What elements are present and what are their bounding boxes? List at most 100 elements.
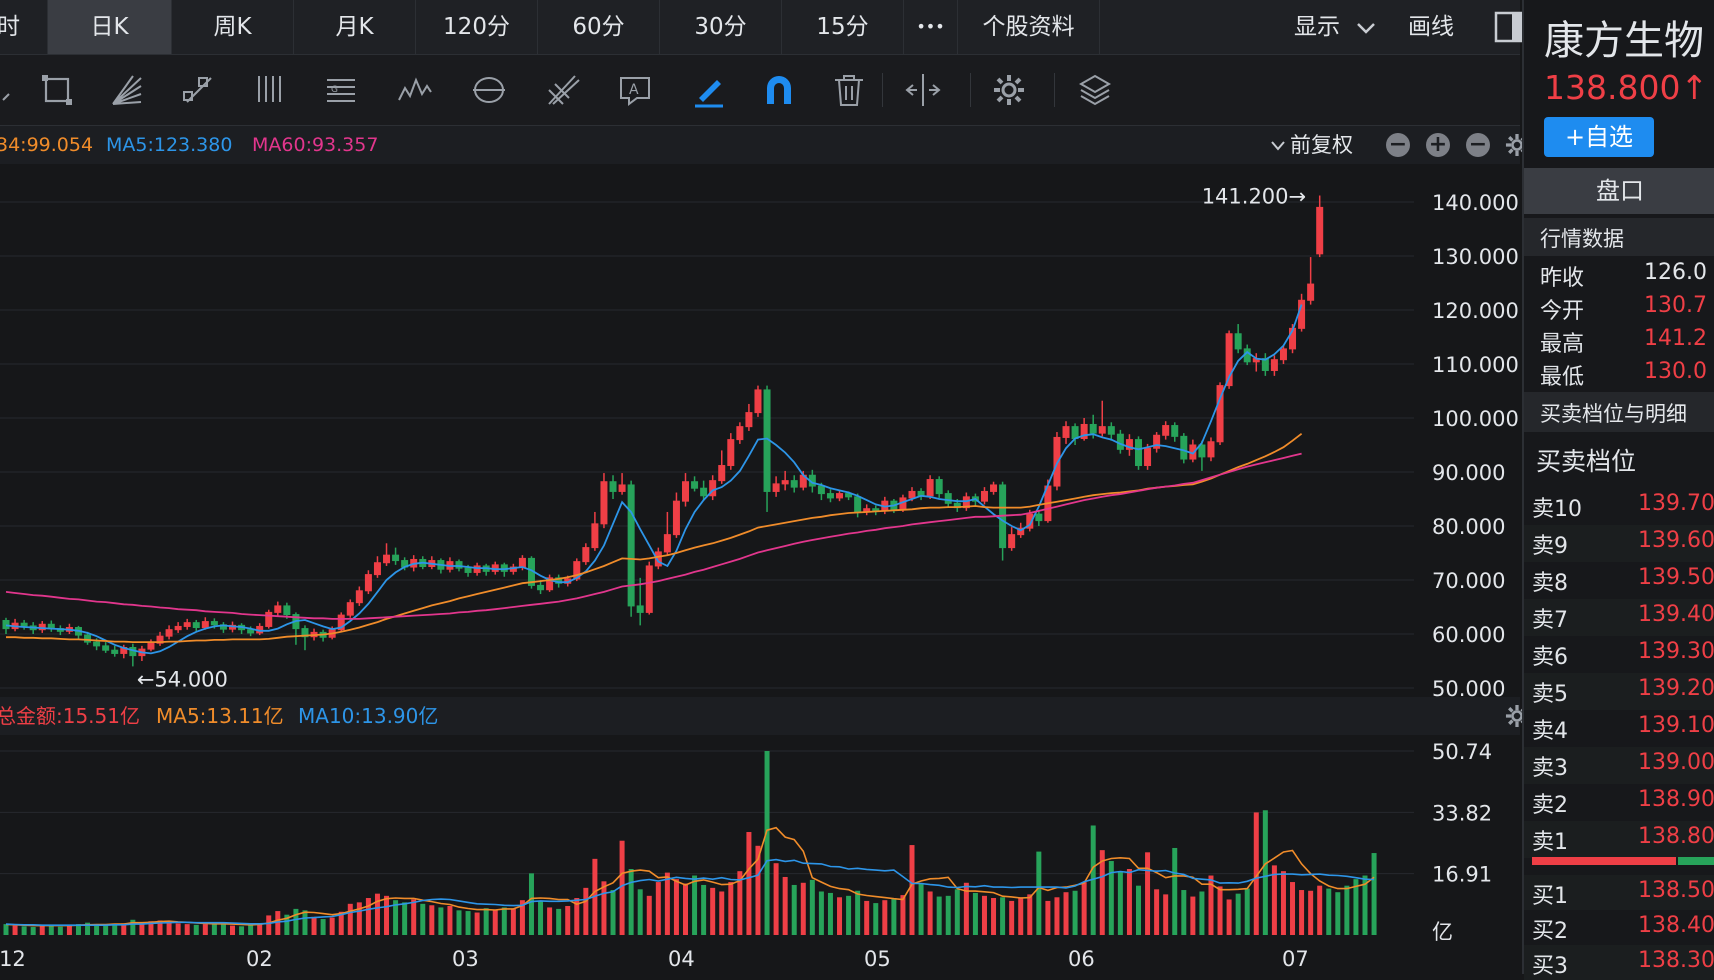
volume-bar (175, 923, 181, 935)
volume-bar (1308, 890, 1314, 935)
date-axis-tick: /12 (0, 947, 26, 971)
tab-stock-profile[interactable]: 个股资料 (958, 0, 1100, 54)
display-dropdown[interactable]: 显示 (1294, 0, 1377, 54)
candle (192, 619, 200, 632)
volume-bar (1199, 891, 1205, 935)
volume-bar (1190, 896, 1196, 935)
minimize-icon[interactable]: − (1466, 133, 1490, 157)
ask-price: 139.50 (1638, 565, 1714, 590)
candle (1080, 418, 1088, 441)
tab-monthly-k[interactable]: 月K (294, 0, 416, 54)
volume-bar (864, 900, 870, 935)
drawing-toolbar: G A (0, 55, 1520, 126)
ask-label: 卖9 (1532, 534, 1568, 559)
volume-bar (112, 924, 118, 935)
rect-tool-icon[interactable] (34, 55, 80, 125)
ask-label: 卖3 (1532, 756, 1568, 781)
volume-bar (411, 899, 417, 935)
tab-30min[interactable]: 30分 (660, 0, 782, 54)
tab-weekly-k[interactable]: 周K (172, 0, 294, 54)
volume-bar (384, 895, 390, 935)
volume-bar (646, 895, 652, 935)
volume-settings-icon[interactable] (1504, 703, 1530, 729)
gann-icon[interactable]: G (318, 55, 364, 125)
tab-15min[interactable]: 15分 (782, 0, 904, 54)
price-chart[interactable]: 140.000 130.000 120.000 110.000 100.000 90.00… (0, 164, 1520, 697)
segment-icon[interactable] (176, 55, 222, 125)
tab-120min[interactable]: 120分 (416, 0, 538, 54)
volume-bar (664, 872, 670, 935)
volume-bar (1136, 885, 1141, 935)
ask-row[interactable]: 卖7 139.40 (1524, 599, 1714, 636)
line-tool-icon[interactable] (0, 55, 16, 125)
price-axis-tick: 70.000 (1432, 569, 1505, 593)
candle (1008, 527, 1016, 551)
ask-row[interactable]: 卖9 139.60 (1524, 525, 1714, 562)
candle (546, 574, 554, 592)
quote-label: 最高 (1540, 332, 1585, 357)
wave-icon[interactable] (392, 55, 438, 125)
ask-label: 卖1 (1532, 830, 1568, 855)
volume-bar (139, 922, 145, 935)
cycle-icon[interactable] (466, 55, 512, 125)
text-label-icon[interactable]: A (612, 55, 658, 125)
volume-bar (809, 879, 815, 935)
add-watchlist-button[interactable]: +自选 (1544, 117, 1654, 157)
candle (1207, 437, 1215, 462)
more-tabs-button[interactable]: ••• (904, 0, 958, 54)
tab-60min[interactable]: 60分 (538, 0, 660, 54)
ask-row[interactable]: 卖1 138.80 (1524, 821, 1714, 858)
ask-row[interactable]: 卖6 139.30 (1524, 636, 1714, 673)
volume-bar (737, 871, 743, 935)
date-axis-tick: 03 (452, 947, 479, 971)
volume-bar (610, 890, 616, 935)
volume-bar (891, 898, 897, 935)
trash-icon[interactable] (826, 55, 872, 125)
bid-row[interactable]: 买1 138.50 (1524, 875, 1714, 910)
layers-icon[interactable] (1072, 55, 1118, 125)
draw-lines-button[interactable]: 画线 (1408, 14, 1454, 40)
bid-row[interactable]: 买2 138.40 (1524, 910, 1714, 945)
tab-order-panel[interactable]: 盘口 (1524, 168, 1714, 214)
fib-icon[interactable] (540, 55, 586, 125)
ask-row[interactable]: 卖10 139.70 (1524, 488, 1714, 525)
tab-intraday[interactable]: 时 (0, 0, 48, 54)
period-tab-bar: 时 日K 周K 月K 120分 60分 30分 15分 ••• 个股资料 显示 … (0, 0, 1526, 55)
volume-bar (239, 926, 245, 935)
settings-icon[interactable] (986, 55, 1032, 125)
volume-bar (374, 893, 380, 935)
volume-bar (1217, 886, 1223, 935)
volume-chart[interactable]: 50.74 33.82 16.91 亿 /12 02 03 04 05 06 07 (0, 735, 1520, 974)
ask-row[interactable]: 卖2 138.90 (1524, 784, 1714, 821)
ask-row[interactable]: 卖5 139.20 (1524, 673, 1714, 710)
magnet-icon[interactable] (756, 55, 802, 125)
volume-bar (311, 916, 317, 935)
fit-icon[interactable] (900, 55, 946, 125)
tab-daily-k[interactable]: 日K (48, 0, 172, 54)
volume-bar (75, 924, 81, 935)
bid-row[interactable]: 买3 138.30 (1524, 945, 1714, 980)
volume-bar (927, 891, 933, 935)
volume-bar (746, 832, 752, 935)
volume-bar (972, 892, 978, 935)
candle (781, 470, 789, 491)
ask-label: 卖10 (1532, 497, 1582, 522)
adjust-label: 前复权 (1290, 133, 1353, 157)
volume-bar (39, 924, 45, 935)
ask-row[interactable]: 卖8 139.50 (1524, 562, 1714, 599)
ask-row[interactable]: 卖3 139.00 (1524, 747, 1714, 784)
adjust-dropdown[interactable]: 前复权 (1270, 126, 1353, 164)
parallel-lines-icon[interactable] (248, 55, 294, 125)
candle (355, 586, 363, 606)
fan-lines-icon[interactable] (104, 55, 150, 125)
volume-bar (565, 905, 571, 935)
zoom-in-icon[interactable]: + (1426, 133, 1450, 157)
candle (1216, 382, 1224, 445)
volume-bar (1072, 890, 1078, 935)
volume-bar (456, 910, 462, 935)
pen-icon[interactable] (686, 55, 732, 125)
zoom-out-icon[interactable]: − (1386, 133, 1410, 157)
volume-bar (284, 914, 290, 935)
volume-bar (275, 911, 281, 935)
ask-row[interactable]: 卖4 139.10 (1524, 710, 1714, 747)
